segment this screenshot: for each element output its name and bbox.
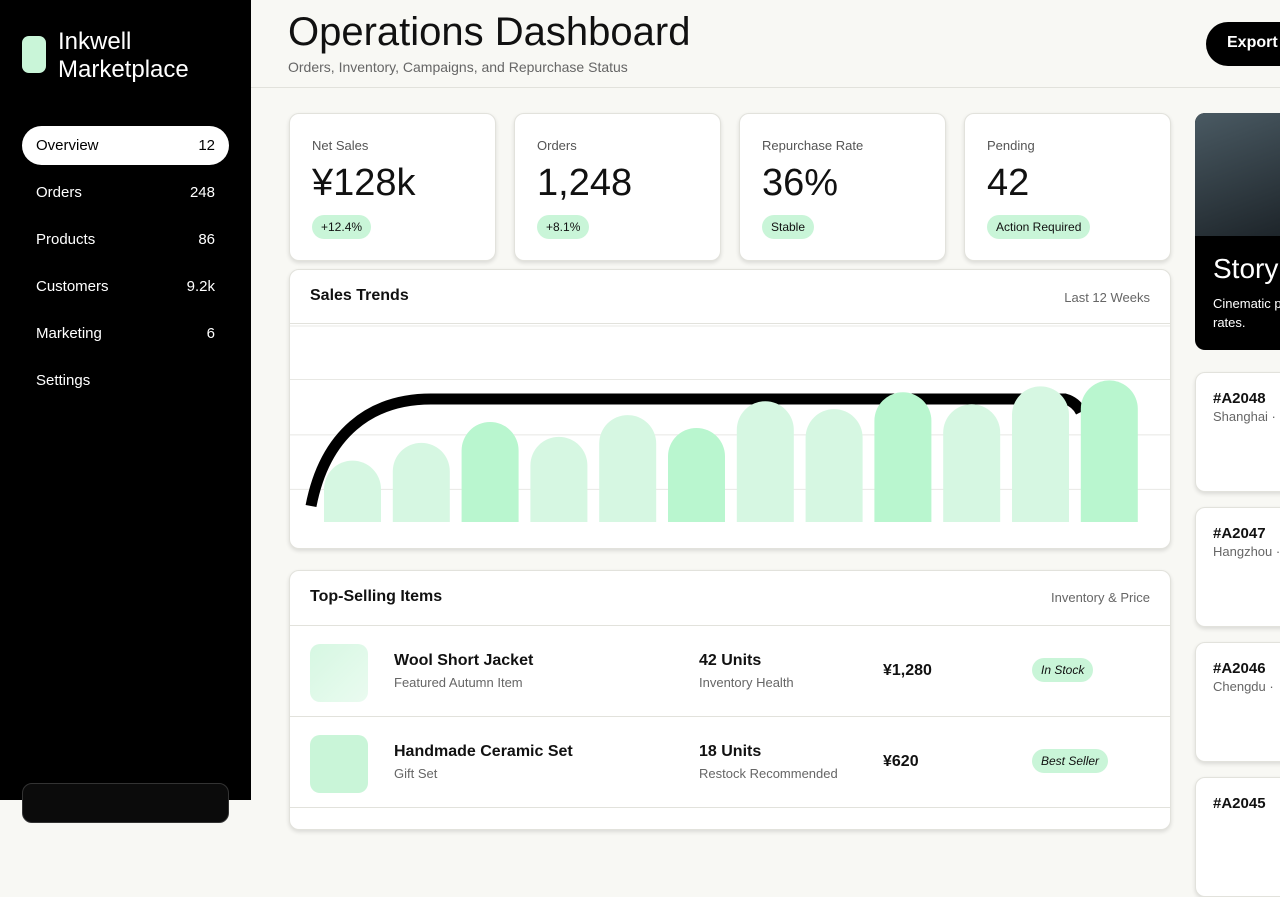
story-line: Cinematic p — [1213, 296, 1280, 311]
nav-label: Customers — [36, 278, 109, 295]
item-status: In Stock — [1032, 658, 1094, 682]
nav-count: 9.2k — [186, 278, 215, 295]
item-sub: Featured Autumn Item — [394, 675, 523, 690]
item-thumb — [310, 735, 368, 793]
nav-count: 12 — [198, 137, 215, 154]
item-name: Handmade Ceramic Set — [394, 743, 573, 760]
order-id: #A2047 — [1213, 525, 1266, 542]
brand-line: Inkwell — [58, 28, 132, 55]
nav-label: Products — [36, 231, 96, 248]
order-city: Hangzhou · — [1213, 544, 1280, 559]
nav-item[interactable]: Marketing 6 — [22, 314, 229, 353]
logo — [22, 36, 46, 73]
story-title: Story — [1213, 253, 1279, 284]
divider — [251, 87, 1280, 88]
item-units-sub: Restock Recommended — [699, 766, 838, 781]
item-name: Wool Short Jacket — [394, 652, 534, 669]
nav-count: 248 — [189, 184, 215, 201]
order-id: #A2046 — [1213, 660, 1266, 677]
brand-line: Marketplace — [58, 56, 189, 83]
divider — [290, 323, 1170, 324]
page-title: Operations Dashboard — [288, 10, 691, 54]
nav-count: 6 — [206, 325, 215, 342]
bar — [668, 427, 725, 522]
bar — [392, 442, 450, 522]
bar — [599, 415, 657, 522]
item-status: Best Seller — [1032, 749, 1109, 773]
kpi-card: Orders 1,248 +8.1% — [514, 113, 721, 261]
kpi-card: Net Sales ¥128k +12.4% — [289, 113, 496, 261]
kpi-badge: +12.4% — [312, 215, 372, 239]
kpi-card: Repurchase Rate 36% Stable — [739, 113, 946, 261]
chart — [290, 325, 1170, 522]
bar — [736, 401, 794, 522]
item-price: ¥620 — [883, 753, 919, 770]
items-card: Top-Selling Items Inventory & Price Wool… — [289, 570, 1171, 830]
kpi-badge: +8.1% — [537, 215, 590, 239]
chart-title: Sales Trends — [310, 287, 409, 304]
bar — [1080, 380, 1138, 522]
divider — [290, 625, 1170, 626]
kpi-value: ¥128k — [312, 162, 416, 204]
order-card[interactable]: #A2045 — [1195, 777, 1280, 897]
item-thumb — [310, 644, 368, 702]
account-box[interactable] — [22, 783, 229, 823]
bar — [805, 409, 863, 522]
section-title: Top-Selling Items — [310, 588, 443, 605]
nav-label: Settings — [36, 372, 91, 389]
kpi-label: Net Sales — [312, 138, 369, 153]
bar — [530, 436, 588, 522]
kpi-badge: Stable — [762, 215, 815, 239]
kpi-label: Repurchase Rate — [762, 138, 864, 153]
order-card[interactable]: #A2046 Chengdu · — [1195, 642, 1280, 762]
kpi-label: Orders — [537, 138, 577, 153]
story-image — [1195, 113, 1280, 236]
nav-item[interactable]: Customers 9.2k — [22, 267, 229, 306]
nav-label: Overview — [36, 137, 99, 154]
bar — [943, 404, 1001, 522]
bar — [324, 460, 381, 522]
sidebar: Inkwell Marketplace Overview 12 Orders 248 P… — [0, 0, 251, 823]
nav-label: Orders — [36, 184, 82, 201]
story-card[interactable]: Story Cinematic p rates. — [1195, 113, 1280, 350]
section-subtitle: Inventory & Price — [1051, 590, 1150, 605]
page-subtitle: Orders, Inventory, Campaigns, and Repurc… — [288, 59, 628, 75]
bar — [461, 422, 519, 522]
export-button[interactable]: Export — [1206, 22, 1280, 66]
nav-item[interactable]: Settings — [22, 361, 229, 400]
kpi-badge: Action Required — [987, 215, 1091, 239]
kpi-card: Pending 42 Action Required — [964, 113, 1171, 261]
nav-label: Marketing — [36, 325, 102, 342]
nav-item[interactable]: Products 86 — [22, 220, 229, 259]
story-line: rates. — [1213, 315, 1246, 330]
nav-count: 86 — [198, 231, 215, 248]
item-sub: Gift Set — [394, 766, 438, 781]
item-price: ¥1,280 — [883, 662, 932, 679]
decor-curve — [305, 393, 1086, 508]
item-units: 18 Units — [699, 743, 762, 760]
bar — [874, 392, 932, 522]
nav-item[interactable]: Orders 248 — [22, 173, 229, 212]
brand: Inkwell Marketplace — [58, 28, 189, 84]
nav-item[interactable]: Overview 12 — [22, 126, 229, 165]
item-units-sub: Inventory Health — [699, 675, 794, 690]
kpi-label: Pending — [987, 138, 1035, 153]
kpi-value: 36% — [762, 162, 839, 204]
order-city: Shanghai · — [1213, 409, 1276, 424]
order-id: #A2045 — [1213, 795, 1266, 812]
item-units: 42 Units — [699, 652, 762, 669]
order-city: Chengdu · — [1213, 679, 1274, 694]
item-row[interactable]: Handmade Ceramic Set Gift Set 18 Units Rest… — [290, 717, 1170, 808]
kpi-value: 1,248 — [537, 162, 633, 204]
sales-card: Sales Trends Last 12 Weeks — [289, 269, 1171, 549]
order-card[interactable]: #A2048 Shanghai · — [1195, 372, 1280, 492]
chart-subtitle: Last 12 Weeks — [1064, 290, 1150, 305]
item-row[interactable]: Wool Short Jacket Featured Autumn Item 42 … — [290, 626, 1170, 717]
kpi-value: 42 — [987, 162, 1030, 204]
order-card[interactable]: #A2047 Hangzhou · — [1195, 507, 1280, 627]
order-id: #A2048 — [1213, 390, 1266, 407]
story-text: Cinematic p rates. — [1213, 294, 1280, 332]
bar — [1012, 386, 1069, 522]
